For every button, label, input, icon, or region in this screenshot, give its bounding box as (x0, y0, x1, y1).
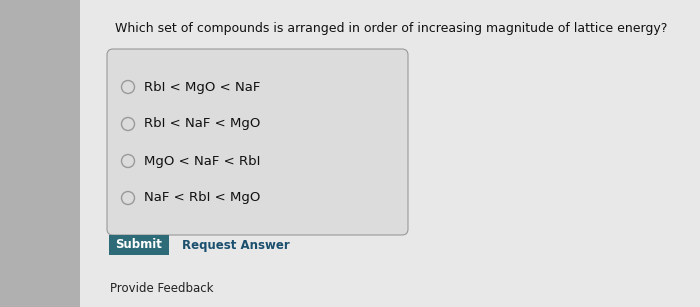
Text: MgO < NaF < RbI: MgO < NaF < RbI (144, 154, 260, 168)
Text: Provide Feedback: Provide Feedback (110, 282, 214, 296)
Text: Submit: Submit (116, 239, 162, 251)
FancyBboxPatch shape (107, 49, 408, 235)
Text: Request Answer: Request Answer (182, 239, 290, 251)
FancyBboxPatch shape (0, 0, 80, 307)
Text: RbI < MgO < NaF: RbI < MgO < NaF (144, 80, 260, 94)
Text: Which set of compounds is arranged in order of increasing magnitude of lattice e: Which set of compounds is arranged in or… (115, 22, 667, 35)
FancyBboxPatch shape (109, 235, 169, 255)
Text: RbI < NaF < MgO: RbI < NaF < MgO (144, 118, 260, 130)
Text: NaF < RbI < MgO: NaF < RbI < MgO (144, 192, 260, 204)
